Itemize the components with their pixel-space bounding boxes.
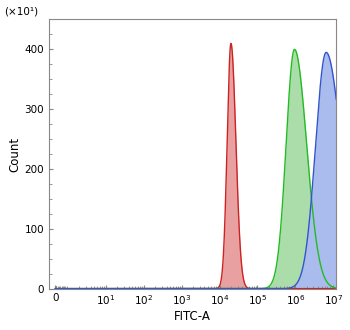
Text: (×10¹): (×10¹): [5, 7, 38, 17]
X-axis label: FITC-A: FITC-A: [174, 310, 211, 323]
Y-axis label: Count: Count: [9, 137, 22, 172]
